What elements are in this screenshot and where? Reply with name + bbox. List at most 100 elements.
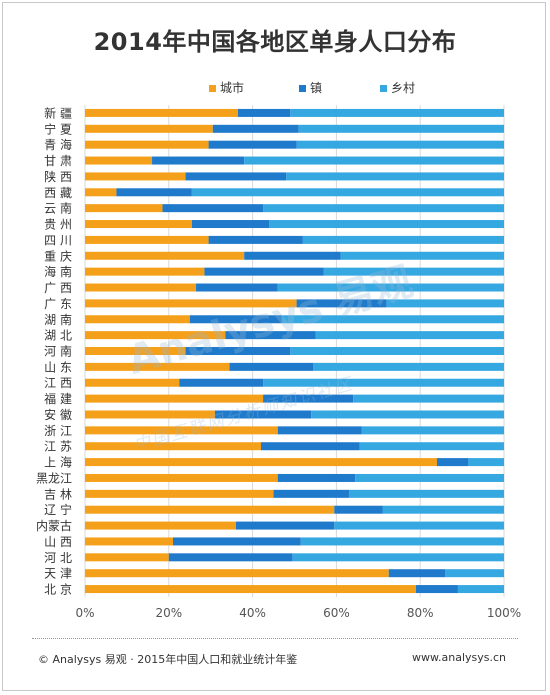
y-tick-label: 河 南	[44, 344, 72, 359]
bar-segment	[457, 585, 504, 594]
y-tick-label: 云 南	[44, 201, 72, 216]
bar-segment	[208, 140, 297, 149]
y-tick-label: 江 西	[44, 376, 72, 390]
bar-segment	[85, 458, 437, 467]
bar-segment	[296, 299, 387, 308]
bar-segment	[311, 410, 504, 419]
bar-segment	[416, 585, 458, 594]
y-tick-label: 青 海	[44, 137, 72, 152]
footer-url[interactable]: www.analysys.cn	[412, 651, 506, 664]
bar-segment	[468, 458, 504, 467]
bar-segment	[85, 108, 238, 117]
y-tick-label: 山 东	[44, 360, 72, 374]
bar-segment	[348, 489, 504, 498]
y-tick-label: 福 建	[44, 391, 72, 406]
bar-segment	[225, 331, 316, 340]
y-tick-label: 甘 肃	[44, 154, 72, 168]
y-tick-label: 广 东	[44, 297, 72, 311]
bar-segment	[196, 283, 278, 292]
bar-segment	[277, 283, 504, 292]
y-tick-label: 海 南	[44, 264, 72, 279]
bar-segment	[85, 315, 190, 324]
bar-segment	[185, 347, 291, 355]
bar-segment	[361, 426, 504, 435]
bar-segment	[85, 426, 278, 435]
bar-segment	[281, 315, 504, 324]
y-tick-label: 陕 西	[44, 169, 72, 184]
bar-segment	[85, 220, 192, 229]
y-tick-label: 辽 宁	[44, 502, 72, 517]
y-tick-label: 江 苏	[44, 440, 72, 454]
bar-segment	[263, 378, 504, 387]
y-tick-label: 新 疆	[44, 105, 72, 120]
bar-segment	[334, 521, 504, 530]
legend-swatch	[380, 85, 387, 92]
bar-segment	[85, 394, 264, 403]
bar-segment	[235, 521, 335, 530]
bar-segment	[386, 299, 504, 308]
bar-segment	[85, 204, 163, 213]
y-tick-label: 重 庆	[44, 249, 72, 263]
bar-segment	[208, 235, 303, 244]
bar-segment	[313, 362, 504, 371]
bar-segment	[85, 267, 205, 276]
bar-segment	[152, 156, 245, 165]
bar-segment	[185, 172, 287, 181]
bar-segment	[436, 458, 469, 467]
bar-segment	[85, 585, 417, 594]
bar-segment	[355, 473, 504, 482]
bar-segment	[168, 553, 293, 562]
bar-segment	[292, 553, 504, 562]
bar-segment	[382, 505, 504, 514]
legend-label: 乡村	[391, 81, 415, 95]
bar-segment	[229, 362, 314, 371]
x-tick-label: 40%	[239, 606, 266, 620]
bar-segment	[277, 473, 356, 482]
bar-segment	[85, 331, 226, 340]
bar-segment	[353, 394, 504, 403]
bar-segment	[85, 521, 236, 530]
y-tick-label: 黑龙江	[36, 471, 72, 485]
bar-segment	[116, 188, 192, 197]
bar-segment	[85, 124, 213, 133]
bar-segment	[315, 331, 504, 340]
bar-segment	[85, 553, 169, 562]
bar-segment	[237, 108, 291, 117]
y-tick-label: 宁 夏	[44, 121, 72, 136]
bar-segment	[323, 267, 504, 276]
bar-segment	[85, 537, 173, 546]
legend-label: 城市	[220, 80, 244, 95]
y-tick-label: 河 北	[44, 551, 72, 565]
bar-segment	[359, 442, 504, 451]
bar-segment	[273, 489, 349, 498]
bar-segment	[85, 410, 215, 419]
bar-segment	[290, 347, 504, 355]
bar-segment	[260, 442, 360, 451]
bar-segment	[269, 220, 504, 229]
bar-segment	[85, 473, 278, 482]
footer-source: © Analysys 易观 · 2015年中国人口和就业统计年鉴	[38, 653, 298, 666]
bar-segment	[302, 235, 504, 244]
y-tick-label: 吉 林	[44, 487, 72, 501]
x-tick-label: 20%	[155, 606, 182, 620]
bar-segment	[172, 537, 301, 546]
bar-segment	[85, 251, 245, 260]
bar-segment	[204, 267, 324, 276]
footer-divider	[32, 638, 518, 639]
y-tick-label: 浙 江	[44, 424, 72, 438]
bar-segment	[214, 410, 312, 419]
x-tick-label: 0%	[75, 606, 94, 620]
y-tick-label: 四 川	[44, 233, 72, 247]
bar-segment	[388, 569, 446, 578]
y-tick-label: 山 西	[44, 535, 72, 549]
bar-segment	[290, 108, 504, 117]
bar-segment	[191, 188, 504, 197]
y-tick-label: 湖 北	[44, 328, 72, 343]
bar-segment	[85, 347, 186, 355]
legend-label: 镇	[310, 81, 322, 95]
bar-segment	[85, 140, 209, 149]
bar-segment	[179, 378, 264, 387]
x-tick-label: 80%	[407, 606, 434, 620]
bar-segment	[244, 251, 341, 260]
